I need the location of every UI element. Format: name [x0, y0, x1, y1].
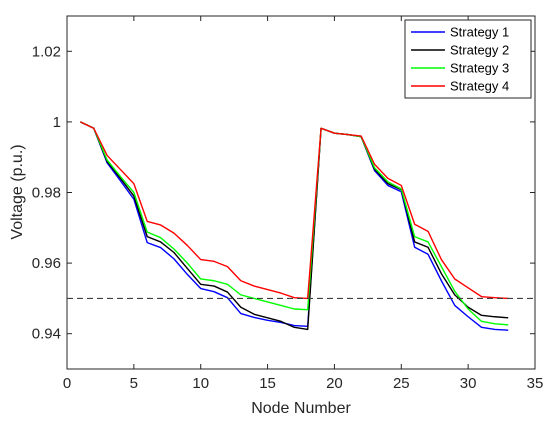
x-tick-label: 0	[63, 375, 71, 392]
series-line-2	[80, 121, 509, 331]
x-tick-label: 5	[130, 375, 138, 392]
legend: Strategy 1 Strategy 2 Strategy 3 Strategy 4	[404, 19, 532, 99]
x-tick-label: 20	[326, 375, 343, 392]
x-tick-label: 25	[393, 375, 410, 392]
series-lines	[80, 121, 509, 331]
x-tick-label: 30	[460, 375, 477, 392]
legend-label-1: Strategy 1	[450, 25, 509, 40]
x-axis-label: Node Number	[251, 400, 351, 417]
axis-ticks: 0 5 10 15 20 25 30 35 0.94 0.96 0.98 1 1.02	[32, 16, 544, 392]
legend-box	[404, 19, 532, 99]
y-tick-label: 0.94	[32, 326, 61, 343]
x-tick-label: 15	[259, 375, 276, 392]
legend-label-4: Strategy 4	[450, 79, 509, 94]
y-tick-label: 1	[53, 114, 61, 131]
y-axis-label: Voltage (p.u.)	[9, 144, 26, 239]
y-tick-label: 0.96	[32, 255, 61, 272]
x-tick-label: 35	[527, 375, 544, 392]
series-line-1	[80, 121, 509, 331]
y-tick-label: 0.98	[32, 185, 61, 202]
series-line-3	[80, 121, 509, 326]
y-tick-label: 1.02	[32, 43, 61, 60]
legend-label-2: Strategy 2	[450, 43, 509, 58]
legend-label-3: Strategy 3	[450, 61, 509, 76]
x-tick-label: 10	[192, 375, 209, 392]
series-line-4	[80, 121, 509, 300]
